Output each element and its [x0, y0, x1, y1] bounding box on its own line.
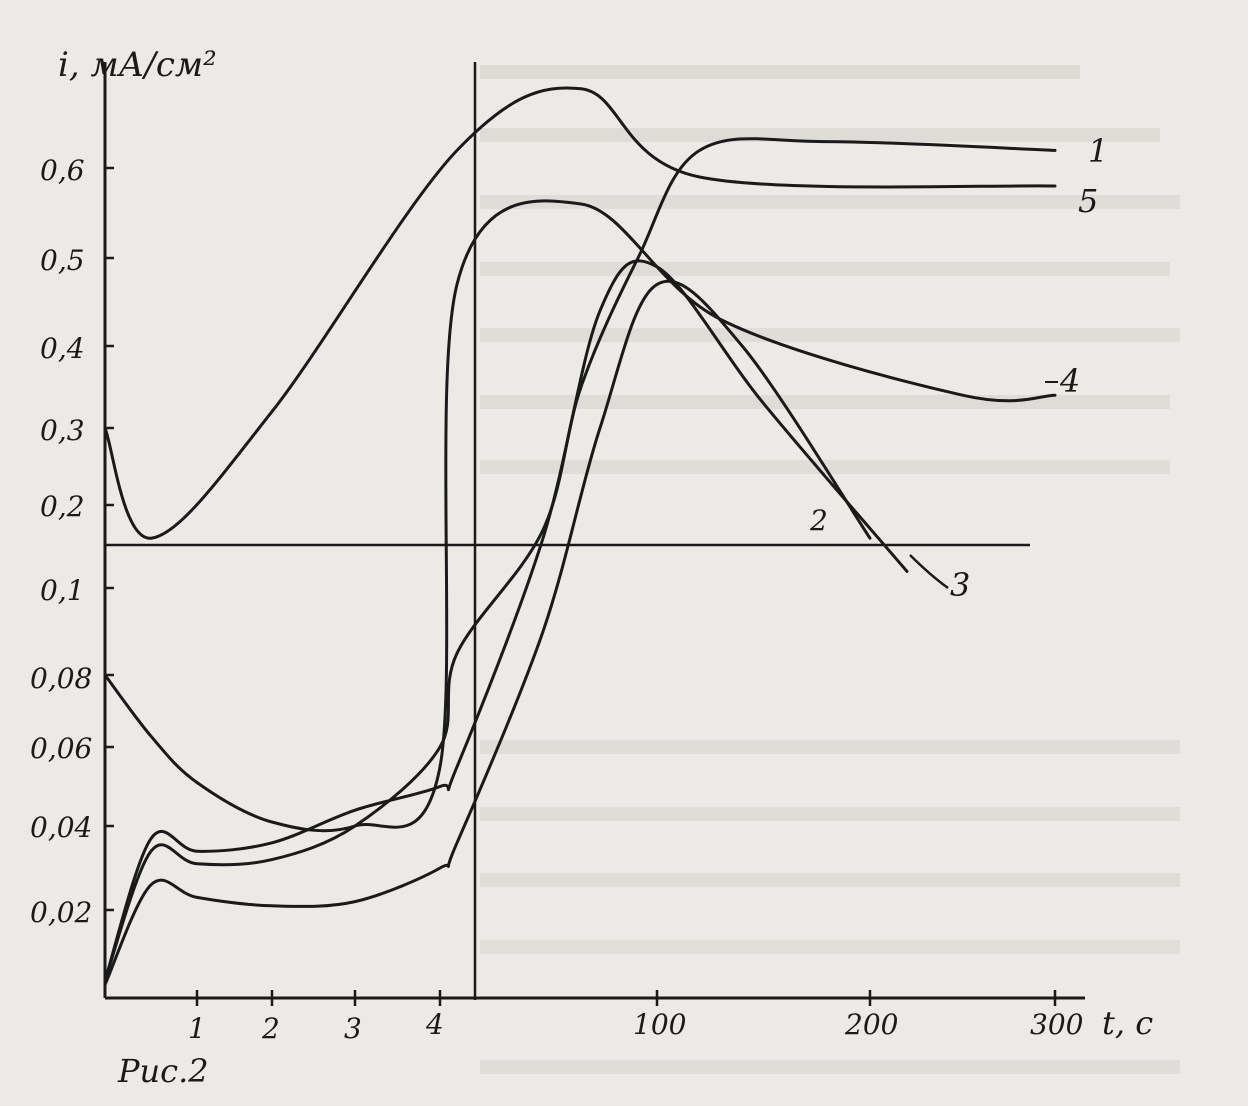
y-tick-label: 0,02: [30, 896, 92, 929]
x-tick-label: 1: [188, 1012, 206, 1045]
x-tick-label: 300: [1030, 1008, 1083, 1041]
series-line-1: [103, 137, 1057, 982]
y-tick-label: 0,3: [40, 414, 85, 447]
y-tick-label: 0,4: [40, 332, 85, 365]
x-axis-label: t, с: [1102, 1004, 1153, 1042]
series-label: 1: [1088, 132, 1108, 170]
x-tick-label: 3: [344, 1012, 362, 1045]
background-text: [480, 65, 1180, 1074]
y-axis-label: i, мА/см²: [58, 45, 217, 85]
series-label: 5: [1078, 182, 1098, 220]
series-line-5: [103, 86, 1057, 540]
series-label-leader: [909, 554, 949, 590]
series-line-2: [103, 279, 872, 987]
series-line-3: [103, 259, 909, 982]
series-line-4: [103, 199, 1057, 833]
series-label: 3: [950, 566, 970, 604]
x-tick-label: 100: [633, 1008, 686, 1041]
x-tick-label: 4: [425, 1008, 444, 1041]
y-tick-label: 0,06: [30, 732, 92, 765]
y-tick-label: 0,04: [30, 811, 92, 844]
figure-caption: Рис.2: [117, 1052, 209, 1090]
y-tick-label: 0,1: [40, 574, 85, 607]
y-tick-label: 0,5: [40, 244, 85, 277]
x-tick-label: 2: [261, 1012, 280, 1045]
y-tick-label: 0,6: [40, 154, 85, 187]
x-tick-label: 200: [844, 1008, 898, 1041]
series-label: 2: [809, 504, 828, 537]
y-tick-label: 0,08: [30, 662, 92, 695]
y-tick-label: 0,2: [40, 490, 85, 523]
series-label: 4: [1059, 362, 1080, 400]
